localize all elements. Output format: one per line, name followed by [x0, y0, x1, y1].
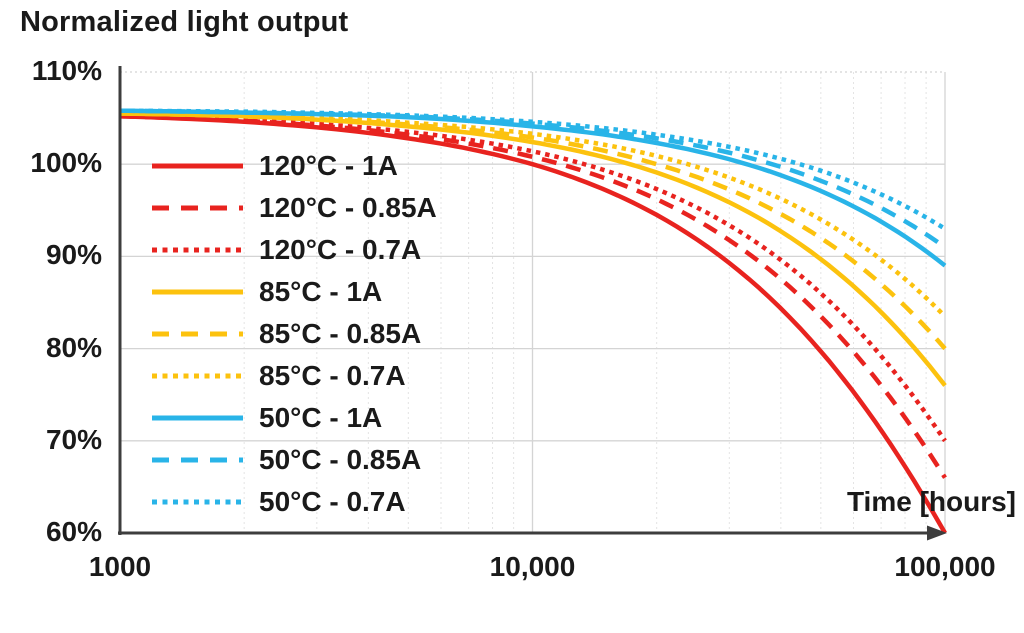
legend-item: 85°C - 0.7A — [150, 355, 437, 397]
y-tick-label: 70% — [45, 423, 102, 455]
legend-line-sample — [152, 289, 243, 295]
legend-item: 85°C - 1A — [150, 271, 437, 313]
axes — [118, 66, 947, 541]
x-axis-arrow-icon — [927, 525, 947, 541]
chart-title: Normalized light output — [20, 6, 349, 38]
curve-85-c-0.7a — [119, 111, 947, 318]
y-tick-label: 90% — [45, 239, 102, 271]
legend-line-sample — [152, 247, 243, 253]
legend: 120°C - 1A 120°C - 0.85A 120°C - 0.7A 85°C … — [150, 145, 437, 523]
legend-item: 85°C - 0.85A — [150, 313, 437, 355]
legend-line-sample — [152, 373, 243, 379]
legend-item-label: 50°C - 0.85A — [259, 444, 422, 475]
y-tick-label: 80% — [45, 331, 102, 363]
legend-item-label: 50°C - 1A — [259, 402, 383, 433]
legend-item-label: 85°C - 0.85A — [259, 318, 422, 349]
curve-50-c-0.7a — [119, 108, 947, 231]
y-tick-label: 110% — [31, 55, 102, 86]
legend-line-sample — [152, 163, 243, 169]
legend-item: 50°C - 0.85A — [150, 439, 437, 481]
legend-line-sample — [152, 457, 243, 463]
legend-item: 120°C - 0.85A — [150, 187, 437, 229]
legend-line-sample — [152, 331, 243, 337]
legend-item: 120°C - 0.7A — [150, 229, 437, 271]
legend-item-label: 50°C - 0.7A — [259, 486, 406, 517]
y-tick-label: 100% — [30, 147, 102, 179]
curve-120-c-0.7a — [119, 114, 947, 443]
legend-item-label: 120°C - 1A — [259, 150, 398, 181]
legend-item: 120°C - 1A — [150, 145, 437, 187]
legend-line-sample — [152, 499, 243, 505]
y-tick-label: 60% — [45, 516, 102, 547]
curve-85-c-0.85a — [119, 111, 947, 351]
x-tick-label: 100,000 — [894, 551, 996, 582]
legend-item-label: 120°C - 0.85A — [259, 192, 437, 223]
legend-item: 50°C - 1A — [150, 397, 437, 439]
legend-line-sample — [152, 415, 243, 421]
series-lines — [119, 108, 947, 535]
x-tick-label: 1000 — [88, 551, 152, 582]
gridlines — [120, 71, 946, 533]
legend-item-label: 85°C - 1A — [259, 276, 383, 307]
legend-line-sample — [152, 205, 243, 211]
legend-item: 50°C - 0.7A — [150, 481, 437, 523]
x-tick-label: 10,000 — [489, 551, 576, 582]
legend-item-label: 120°C - 0.7A — [259, 234, 422, 265]
x-axis-title: Time [hours] — [846, 486, 1016, 517]
legend-item-label: 85°C - 0.7A — [259, 360, 406, 391]
